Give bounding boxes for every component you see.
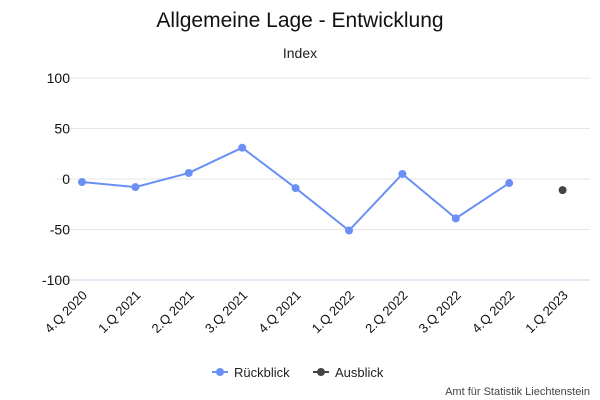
legend-item[interactable]: Ausblick <box>313 365 384 380</box>
chart-credit[interactable]: Amt für Statistik Liechtenstein <box>445 386 590 398</box>
x-tick-label: 2.Q 2022 <box>362 288 410 336</box>
y-tick-label: 100 <box>47 70 71 86</box>
y-axis-labels: 100 50 0 -50 -100 <box>42 70 70 288</box>
x-tick-label: 1.Q 2021 <box>95 288 143 336</box>
x-tick-label: 2.Q 2021 <box>148 288 196 336</box>
legend-dot-marker <box>216 368 224 376</box>
chart-subtitle: Index <box>283 45 317 61</box>
x-tick-label: 4.Q 2022 <box>469 288 517 336</box>
chart-title: Allgemeine Lage - Entwicklung <box>156 9 443 32</box>
data-point[interactable] <box>131 183 140 192</box>
y-tick-label: 0 <box>62 171 70 187</box>
x-tick-label: 4.Q 2021 <box>255 288 303 336</box>
legend-label: Rückblick <box>234 365 290 380</box>
data-point[interactable] <box>505 179 514 188</box>
series-0 <box>78 143 514 235</box>
data-point[interactable] <box>558 186 567 195</box>
x-axis-labels: 4.Q 2020 1.Q 2021 2.Q 2021 3.Q 2021 4.Q 2021… <box>42 288 571 336</box>
x-tick-label: 3.Q 2022 <box>415 288 463 336</box>
y-tick-label: -50 <box>50 222 70 238</box>
legend-label: Ausblick <box>335 365 384 380</box>
data-point[interactable] <box>291 184 300 193</box>
data-point[interactable] <box>398 169 407 178</box>
x-tick-label: 3.Q 2021 <box>202 288 250 336</box>
data-point[interactable] <box>345 226 353 235</box>
y-tick-label: -100 <box>42 272 70 288</box>
gridlines <box>55 77 590 281</box>
data-point[interactable] <box>451 214 460 223</box>
series-1 <box>558 186 567 195</box>
legend-dot-marker <box>317 368 325 376</box>
data-point[interactable] <box>184 168 193 177</box>
y-tick-label: 50 <box>54 121 70 137</box>
legend-item[interactable]: Rückblick <box>212 365 290 380</box>
x-tick-label: 4.Q 2020 <box>42 288 90 336</box>
data-point[interactable] <box>238 143 247 152</box>
data-point[interactable] <box>78 178 86 187</box>
series <box>78 143 567 235</box>
x-tick-label: 1.Q 2023 <box>522 288 570 336</box>
x-tick-label: 1.Q 2022 <box>309 288 357 336</box>
legend[interactable]: Rückblick Ausblick <box>212 365 384 380</box>
